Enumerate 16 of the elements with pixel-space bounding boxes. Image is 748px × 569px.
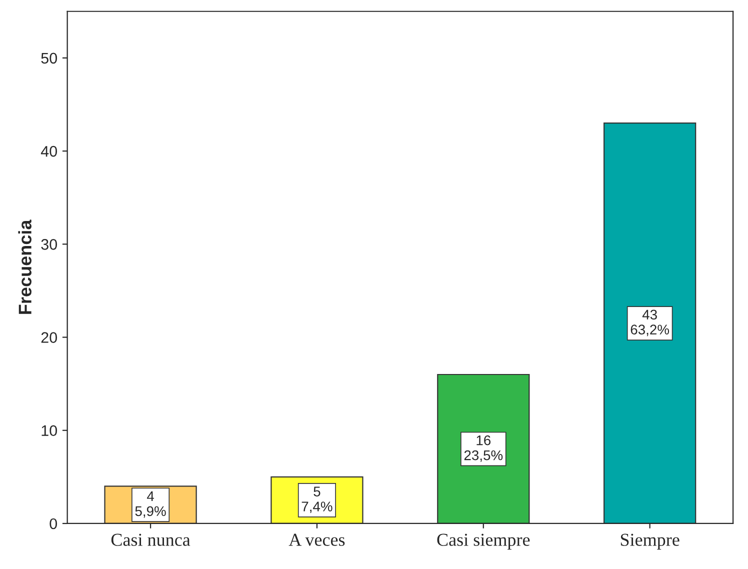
y-tick-label: 0 xyxy=(50,518,57,530)
x-tick-label: Siempre xyxy=(620,534,680,550)
x-tick-label: Casi nunca xyxy=(111,534,190,546)
x-tick-label: A veces xyxy=(288,534,345,546)
data-label: 5 7,4% xyxy=(302,486,332,514)
y-tick-label: 50 xyxy=(41,52,57,64)
y-tick-label: 20 xyxy=(41,332,57,343)
y-axis-title: Frecuencia xyxy=(18,220,32,314)
data-label: 16 23,5% xyxy=(464,435,503,462)
y-tick-label: 30 xyxy=(41,239,57,250)
bar xyxy=(604,122,696,524)
data-label: 43 63,2% xyxy=(630,310,670,336)
y-tick-label: 10 xyxy=(42,425,57,436)
data-label: 4 5,9% xyxy=(135,491,166,518)
y-tick-label: 40 xyxy=(40,146,57,157)
x-tick-label: Casi siempre xyxy=(437,534,530,550)
